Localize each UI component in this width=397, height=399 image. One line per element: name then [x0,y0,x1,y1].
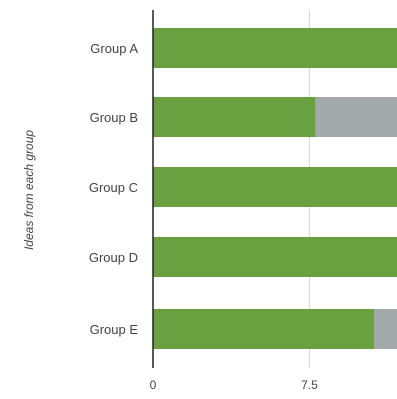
category-label-3: Group C [89,180,138,195]
bar-2-series-1 [153,97,316,137]
category-label-2: Group B [90,110,138,125]
x-tick-label-1: 0 [150,378,157,392]
bar-5-series-1 [153,309,375,349]
category-labels: Group A Group B Group C Group D Group E [89,41,138,337]
bar-1-series-1 [153,28,397,68]
bar-2-series-2 [315,97,397,137]
x-tick-labels: 0 7.5 [150,378,318,392]
y-axis-title: Ideas from each group [22,130,36,250]
category-label-5: Group E [90,322,139,337]
x-tick-label-2: 7.5 [301,378,318,392]
bar-3-series-1 [153,167,397,207]
bar-4-series-1 [153,237,397,277]
bars [153,28,397,349]
bar-5-series-2 [374,309,397,349]
category-label-1: Group A [90,41,138,56]
category-label-4: Group D [89,250,138,265]
